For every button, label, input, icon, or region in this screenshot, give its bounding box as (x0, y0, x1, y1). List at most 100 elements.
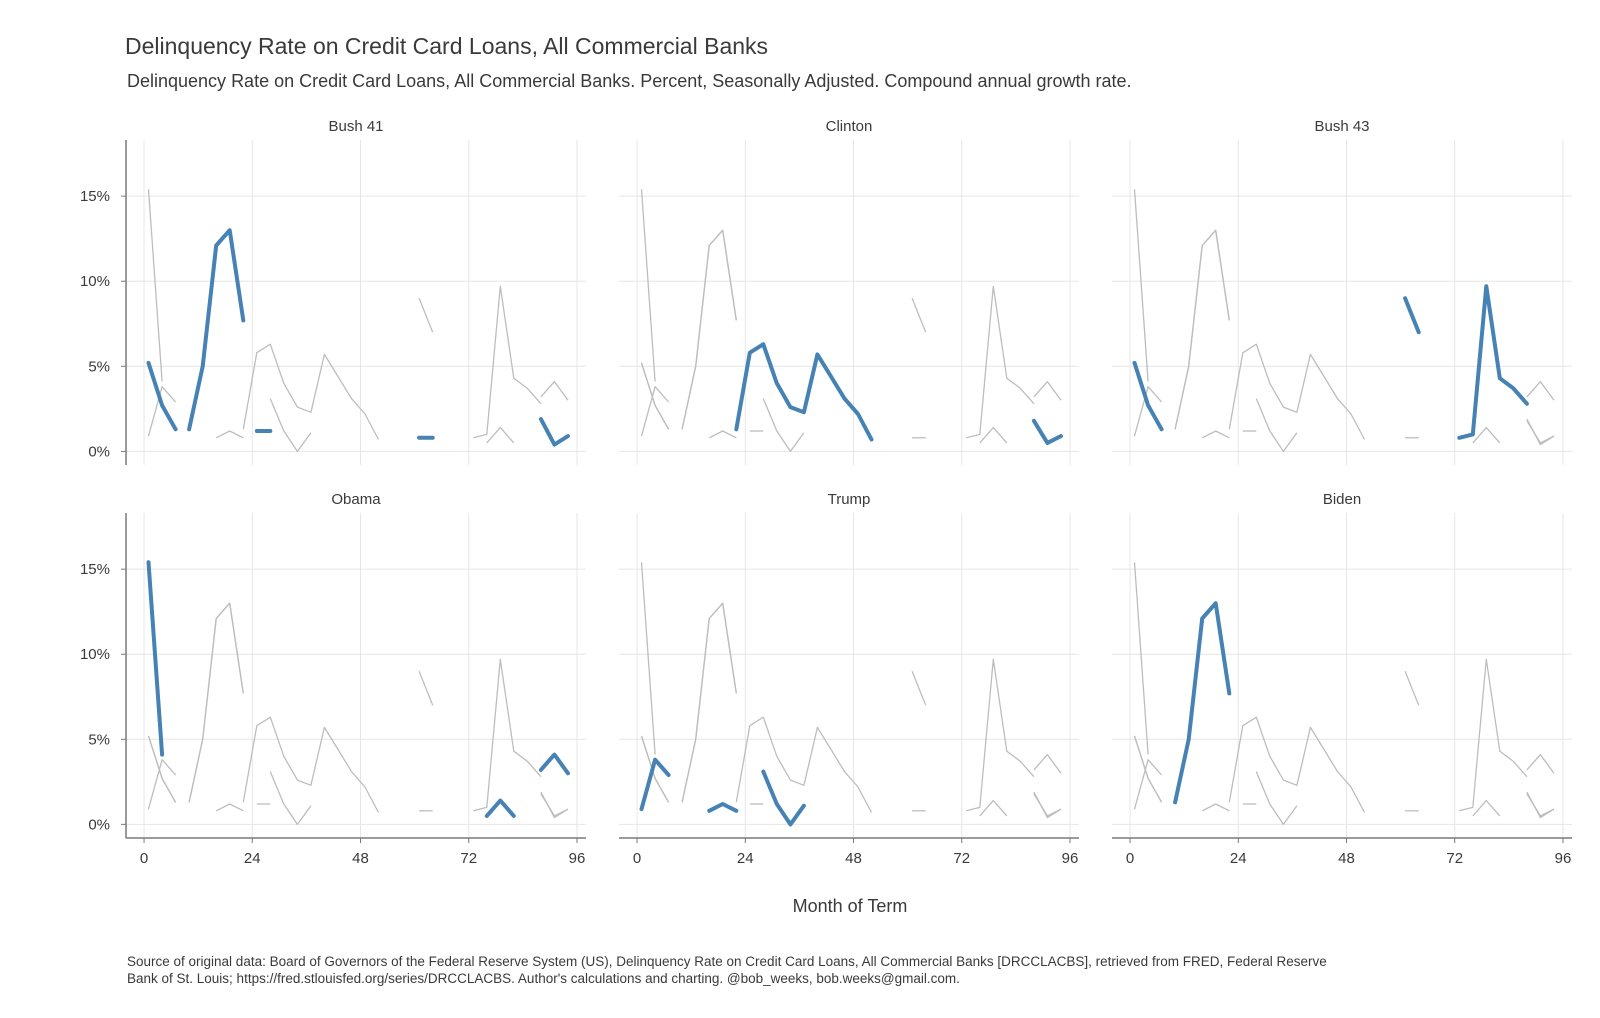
background-line-trump (1255, 398, 1298, 453)
background-line-bush-41 (188, 602, 244, 803)
x-tick-label: 96 (569, 850, 586, 867)
background-line-obama (640, 562, 656, 755)
background-line-clinton (242, 343, 380, 440)
background-line-trump (269, 398, 312, 453)
background-line-obama (1472, 426, 1501, 444)
background-line-trump (640, 386, 670, 437)
y-tick-label: 0% (88, 443, 110, 460)
panel-bush-43: Bush 43 (1112, 118, 1572, 465)
panel-title-obama: Obama (331, 491, 381, 508)
highlight-line-bush-41 (538, 417, 570, 447)
background-line-obama (1133, 562, 1149, 755)
background-line-biden (1174, 229, 1230, 430)
x-tick-label: 48 (845, 850, 862, 867)
background-line-bush-43 (1459, 658, 1528, 812)
background-line-bush-43 (966, 285, 1035, 439)
background-line-bush-43 (640, 362, 670, 430)
highlight-line-clinton (1031, 418, 1063, 445)
x-tick-label: 96 (1062, 850, 1079, 867)
x-tick-label: 0 (633, 850, 641, 867)
panel-title-bush-43: Bush 43 (1314, 118, 1369, 135)
panel-title-trump: Trump (828, 491, 871, 508)
background-line-obama (1526, 380, 1555, 401)
background-line-bush-43 (1404, 670, 1420, 706)
background-line-biden (188, 602, 244, 803)
highlight-line-trump (639, 757, 671, 812)
panel-title-bush-41: Bush 41 (328, 118, 383, 135)
background-line-trump (147, 386, 177, 437)
y-tick-label: 15% (80, 561, 110, 578)
background-line-obama (1033, 380, 1062, 401)
background-line-clinton (1033, 793, 1062, 817)
background-line-obama (640, 189, 656, 382)
background-line-bush-41 (1033, 791, 1062, 819)
background-line-trump (1133, 759, 1163, 810)
x-axis-title: Month of Term (793, 896, 908, 916)
background-line-bush-43 (911, 297, 927, 333)
highlight-line-obama (146, 560, 165, 757)
x-tick-label: 72 (460, 850, 477, 867)
background-line-trump (215, 430, 244, 439)
background-line-trump (1201, 803, 1230, 812)
background-line-bush-41 (540, 791, 569, 819)
highlight-line-trump (761, 769, 806, 827)
background-line-obama (1472, 799, 1501, 817)
highlight-line-bush-43 (1132, 360, 1164, 432)
background-line-bush-43 (1133, 735, 1163, 803)
background-line-clinton (1526, 793, 1555, 817)
panel-title-clinton: Clinton (826, 118, 873, 135)
background-line-obama (1133, 189, 1149, 382)
background-line-bush-43 (418, 297, 434, 333)
y-tick-label: 10% (80, 273, 110, 290)
caption-line-1: Source of original data: Board of Govern… (127, 954, 1327, 969)
background-line-trump (762, 398, 805, 453)
background-line-trump (215, 803, 244, 812)
panel-title-biden: Biden (1323, 491, 1361, 508)
background-line-bush-43 (640, 735, 670, 803)
highlight-line-obama (538, 752, 570, 776)
background-line-obama (979, 799, 1008, 817)
y-tick-label: 5% (88, 731, 110, 748)
background-line-bush-43 (418, 670, 434, 706)
background-line-bush-43 (473, 285, 542, 439)
x-tick-label: 0 (140, 850, 148, 867)
background-line-trump (1133, 386, 1163, 437)
y-tick-label: 5% (88, 358, 110, 375)
background-line-obama (486, 426, 515, 444)
background-line-obama (1526, 753, 1555, 774)
highlight-line-bush-43 (1403, 296, 1421, 335)
background-line-bush-41 (681, 229, 737, 430)
background-line-bush-43 (966, 658, 1035, 812)
x-tick-label: 24 (1230, 850, 1247, 867)
background-line-clinton (735, 716, 873, 813)
highlight-line-bush-43 (1457, 284, 1529, 440)
background-line-bush-41 (1526, 791, 1555, 819)
background-line-obama (540, 380, 569, 401)
background-line-trump (1201, 430, 1230, 439)
background-line-clinton (1526, 420, 1555, 444)
x-tick-label: 0 (1126, 850, 1134, 867)
y-tick-label: 10% (80, 646, 110, 663)
x-tick-label: 24 (737, 850, 754, 867)
x-tick-label: 48 (1338, 850, 1355, 867)
y-tick-label: 0% (88, 816, 110, 833)
panel-obama: Obama 0% 5% 10% 15% 0 24 48 72 96 (80, 491, 586, 867)
background-line-bush-41 (1174, 229, 1230, 430)
x-tick-label: 48 (352, 850, 369, 867)
chart-subtitle: Delinquency Rate on Credit Card Loans, A… (127, 71, 1132, 91)
panel-clinton: Clinton (619, 118, 1079, 465)
background-line-biden (681, 229, 737, 430)
highlight-line-trump (707, 802, 739, 813)
background-line-clinton (242, 716, 380, 813)
background-line-obama (147, 189, 163, 382)
x-tick-label: 96 (1555, 850, 1572, 867)
background-line-bush-41 (1526, 418, 1555, 446)
background-line-bush-41 (681, 602, 737, 803)
panels-group: Bush 41 0% 5% 10% 15% Clinton Bush 43 Obama 0% 5%… (80, 118, 1572, 867)
background-line-clinton (1228, 716, 1366, 813)
x-tick-label: 24 (244, 850, 261, 867)
panel-biden: Biden 0 24 48 72 96 (1112, 491, 1572, 867)
highlight-line-bush-41 (187, 228, 246, 432)
highlight-line-obama (484, 798, 516, 818)
